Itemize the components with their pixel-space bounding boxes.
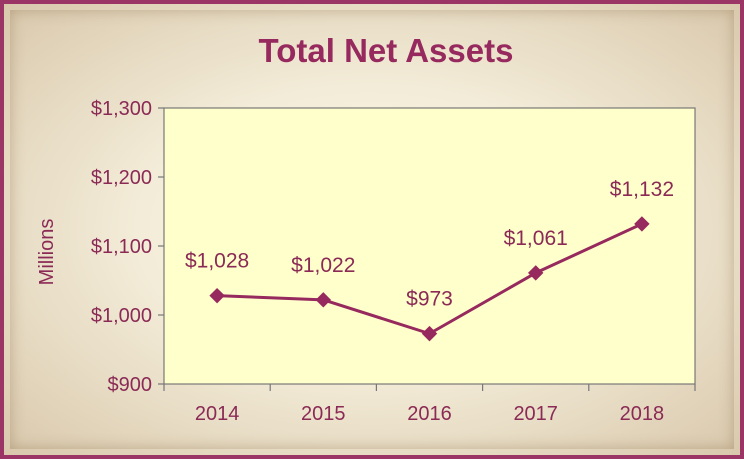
data-label: $1,132 bbox=[610, 178, 674, 201]
x-tick-label: 2018 bbox=[620, 403, 665, 425]
data-label: $1,028 bbox=[185, 250, 249, 273]
x-tick-label: 2015 bbox=[301, 403, 346, 425]
x-tick-label: 2016 bbox=[407, 403, 452, 425]
y-axis-label: Millions bbox=[36, 219, 58, 286]
data-point-marker bbox=[209, 287, 225, 304]
data-point-marker bbox=[527, 265, 544, 281]
y-tick-label: $1,300 bbox=[91, 98, 152, 120]
y-tick-label: $1,100 bbox=[91, 236, 152, 258]
data-label: $1,061 bbox=[504, 227, 568, 250]
data-point-marker bbox=[315, 292, 332, 308]
y-tick-label: $1,000 bbox=[91, 305, 152, 327]
plot-area bbox=[163, 107, 696, 385]
x-tick-label: 2014 bbox=[195, 403, 240, 425]
x-tick-label: 2017 bbox=[513, 403, 558, 425]
chart-title: Total Net Assets bbox=[259, 32, 514, 69]
series-total-net-assets: $1,028 $1,022 $973 $1,061 $1,132 bbox=[185, 178, 674, 342]
data-point-marker bbox=[421, 325, 438, 342]
data-point-marker bbox=[634, 216, 650, 232]
data-label: $1,022 bbox=[291, 254, 355, 277]
x-axis: 2014 2015 2016 2017 2018 bbox=[163, 384, 696, 425]
y-axis: $900 $1,000 $1,100 $1,200 $1,300 bbox=[91, 98, 164, 396]
y-tick-label: $1,200 bbox=[91, 167, 152, 189]
y-tick-label: $900 bbox=[108, 374, 153, 396]
data-label: $973 bbox=[406, 288, 453, 311]
